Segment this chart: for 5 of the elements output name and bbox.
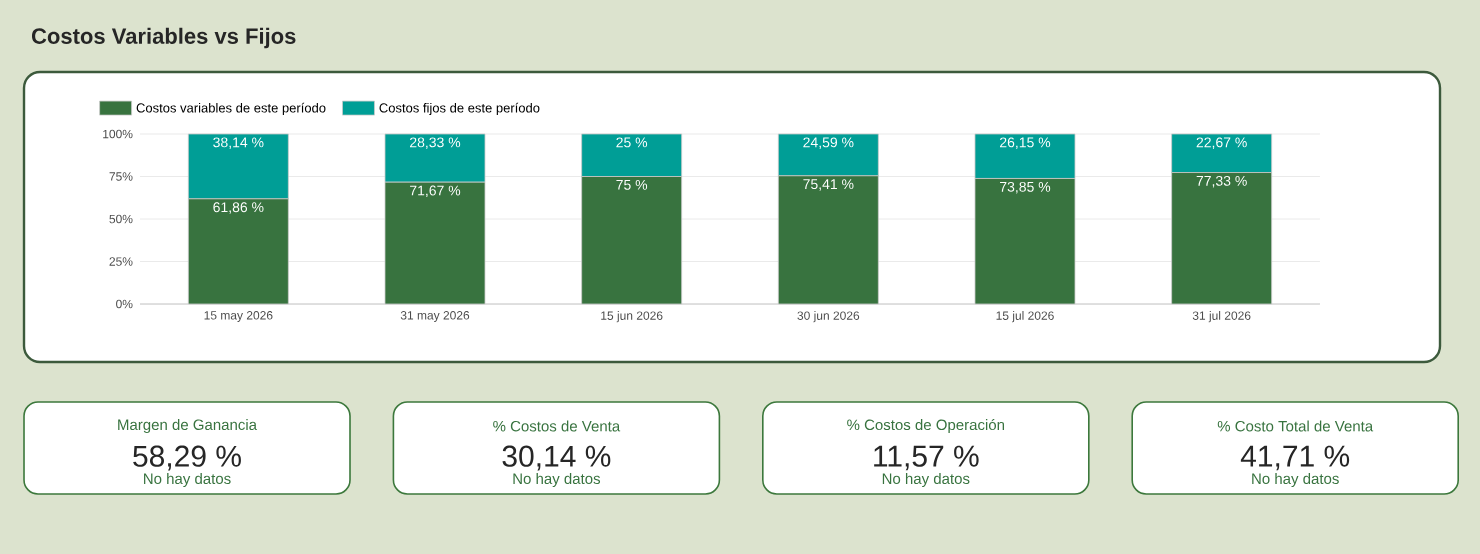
text: 11,57 % bbox=[874, 445, 979, 471]
text: 58,29 % bbox=[133, 445, 241, 471]
text: 41,71 % bbox=[1240, 445, 1350, 471]
chart-title: Costos Variables vs Fijos bbox=[31, 27, 296, 49]
text: 30,14 % bbox=[502, 445, 611, 471]
